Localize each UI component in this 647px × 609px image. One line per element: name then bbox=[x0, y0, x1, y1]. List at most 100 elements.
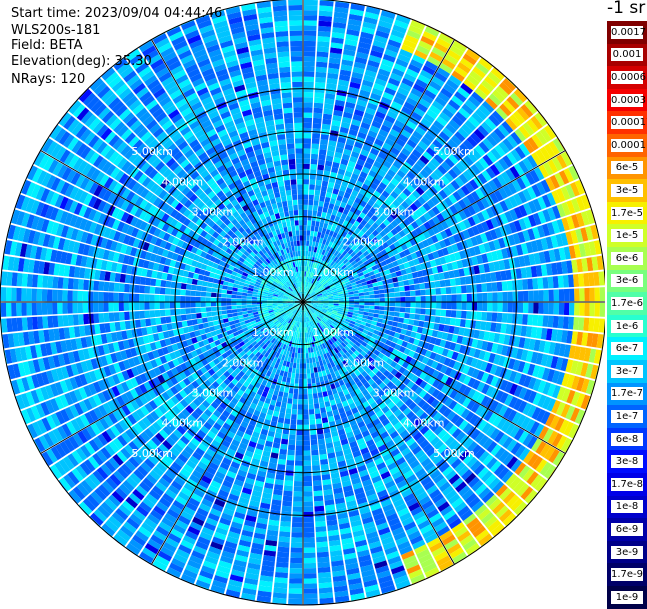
range-gate-cell bbox=[312, 388, 317, 394]
range-gate-cell bbox=[316, 62, 327, 68]
range-gate-cell bbox=[354, 299, 359, 302]
range-gate-cell bbox=[314, 97, 324, 103]
range-gate-cell bbox=[374, 294, 379, 298]
range-gate-cell bbox=[320, 191, 326, 197]
range-gate-cell bbox=[303, 389, 307, 394]
range-gate-cell bbox=[308, 348, 311, 353]
range-gate-cell bbox=[304, 107, 313, 112]
range-gate-cell bbox=[467, 294, 472, 302]
range-gate-cell bbox=[303, 210, 307, 215]
range-gate-cell bbox=[307, 368, 311, 373]
range-gate-cell bbox=[303, 404, 308, 409]
range-gate-cell bbox=[304, 97, 313, 102]
range-gate-cell bbox=[393, 317, 399, 322]
range-gate-cell bbox=[312, 215, 317, 221]
range-gate-cell bbox=[284, 485, 293, 491]
range-gate-cell bbox=[304, 0, 318, 5]
range-gate-cell bbox=[397, 323, 403, 329]
range-gate-cell bbox=[317, 552, 329, 558]
range-gate-cell bbox=[303, 430, 309, 435]
range-gate-cell bbox=[314, 231, 318, 237]
range-gate-cell bbox=[304, 56, 315, 61]
range-gate-cell bbox=[573, 274, 579, 287]
range-gate-cell bbox=[289, 573, 302, 578]
range-gate-cell bbox=[285, 470, 293, 476]
range-gate-cell bbox=[304, 558, 316, 563]
range-gate-cell bbox=[436, 302, 441, 308]
range-gate-cell bbox=[310, 236, 314, 241]
range-gate-cell bbox=[363, 312, 369, 316]
range-gate-cell bbox=[380, 298, 385, 302]
range-gate-cell bbox=[318, 159, 325, 165]
range-gate-cell bbox=[303, 425, 309, 430]
range-gate-cell bbox=[364, 309, 369, 313]
range-gate-cell bbox=[398, 281, 404, 286]
range-gate-cell bbox=[290, 378, 294, 384]
range-gate-cell bbox=[461, 311, 467, 319]
range-gate-cell bbox=[441, 295, 446, 302]
range-gate-cell bbox=[304, 138, 312, 143]
range-gate-cell bbox=[375, 302, 380, 306]
range-gate-cell bbox=[293, 496, 302, 501]
range-gate-cell bbox=[320, 459, 328, 465]
range-gate-cell bbox=[304, 553, 316, 558]
range-gate-cell bbox=[294, 471, 302, 476]
range-gate-cell bbox=[313, 475, 322, 481]
range-gate-cell bbox=[507, 281, 513, 291]
range-gate-cell bbox=[311, 450, 318, 456]
range-gate-cell bbox=[293, 394, 298, 399]
range-gate-cell bbox=[395, 292, 400, 297]
range-gate-cell bbox=[410, 296, 415, 301]
range-gate-cell bbox=[281, 511, 291, 517]
range-gate-cell bbox=[292, 368, 296, 373]
range-gate-cell bbox=[374, 310, 380, 314]
range-gate-cell bbox=[303, 394, 308, 399]
range-gate-cell bbox=[291, 419, 297, 425]
range-gate-cell bbox=[369, 306, 374, 310]
range-gate-cell bbox=[303, 241, 306, 246]
range-gate-cell bbox=[296, 363, 299, 368]
range-gate-cell bbox=[304, 568, 317, 573]
range-gate-cell bbox=[304, 82, 314, 87]
range-gate-cell bbox=[314, 506, 324, 512]
range-gate-cell bbox=[392, 321, 398, 326]
range-gate-cell bbox=[533, 290, 538, 301]
range-gate-cell bbox=[284, 418, 290, 424]
range-gate-cell bbox=[466, 311, 472, 319]
range-gate-cell bbox=[405, 302, 410, 307]
range-gate-cell bbox=[273, 587, 287, 593]
range-gate-cell bbox=[374, 290, 380, 294]
range-gate-cell bbox=[303, 353, 306, 358]
range-gate-cell bbox=[310, 231, 314, 236]
range-gate-cell bbox=[318, 21, 331, 27]
range-gate-cell bbox=[542, 277, 548, 289]
range-gate-cell bbox=[390, 307, 395, 312]
range-gate-cell bbox=[359, 308, 364, 311]
range-gate-cell bbox=[354, 305, 359, 308]
range-gate-cell bbox=[296, 342, 299, 347]
ppi-plot: 1.00km1.00km1.00km1.00km2.00km2.00km2.00… bbox=[0, 0, 605, 607]
range-gate-cell bbox=[312, 138, 320, 144]
range-gate-cell bbox=[314, 496, 323, 502]
range-gate-cell bbox=[303, 184, 308, 189]
range-gate-cell bbox=[293, 491, 302, 496]
range-gate-cell bbox=[409, 285, 415, 291]
range-gate-cell bbox=[288, 367, 292, 373]
range-gate-cell bbox=[316, 541, 328, 547]
range-gate-cell bbox=[279, 454, 287, 460]
range-gate-cell bbox=[298, 348, 301, 353]
range-gate-cell bbox=[314, 108, 323, 114]
range-gate-cell bbox=[513, 303, 518, 313]
range-gate-cell bbox=[584, 288, 589, 301]
range-gate-cell bbox=[304, 36, 316, 41]
range-gate-cell bbox=[288, 440, 295, 446]
range-gate-cell bbox=[568, 317, 574, 330]
range-gate-cell bbox=[400, 302, 405, 307]
range-gate-cell bbox=[308, 389, 313, 394]
range-gate-cell bbox=[334, 298, 339, 300]
range-gate-cell bbox=[314, 195, 319, 201]
range-gate-cell bbox=[317, 211, 322, 217]
range-gate-cell bbox=[364, 292, 369, 296]
range-gate-cell bbox=[384, 289, 390, 294]
range-gate-cell bbox=[310, 419, 316, 425]
